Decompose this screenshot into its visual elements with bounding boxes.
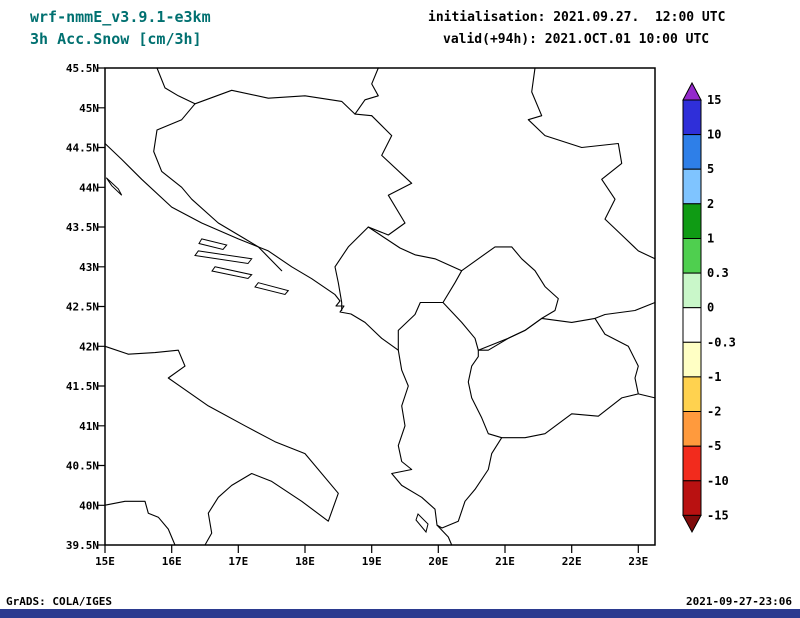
island-corfu bbox=[415, 513, 429, 534]
lat-tick-label: 44.5N bbox=[66, 142, 99, 155]
border-bulgaria-greece bbox=[637, 393, 656, 399]
island-mljet bbox=[254, 282, 290, 296]
border-montenegro-albania bbox=[397, 301, 444, 351]
lon-tick-label: 16E bbox=[162, 555, 182, 568]
colorbar-label: 1 bbox=[707, 232, 714, 246]
lat-tick-label: 42N bbox=[79, 340, 99, 353]
colorbar-segment bbox=[682, 307, 702, 343]
colorbar-label: -0.3 bbox=[707, 335, 736, 349]
coastline-italy-west bbox=[104, 500, 176, 546]
colorbar-label: -10 bbox=[707, 474, 729, 488]
lat-tick-label: 45N bbox=[79, 102, 99, 115]
border-bosnia-serbia-drina bbox=[334, 115, 413, 312]
lat-tick-label: 40N bbox=[79, 499, 99, 512]
lon-tick-label: 22E bbox=[562, 555, 582, 568]
colorbar-label: -1 bbox=[707, 370, 721, 384]
lat-tick-label: 43N bbox=[79, 261, 99, 274]
initialisation-time: initialisation: 2021.09.27. 12:00 UTC bbox=[428, 10, 726, 25]
border-serbia-bulgaria-south bbox=[594, 301, 656, 319]
colorbar-segment bbox=[682, 203, 702, 240]
lat-tick-label: 41N bbox=[79, 420, 99, 433]
valid-time: valid(+94h): 2021.OCT.01 10:00 UTC bbox=[443, 32, 710, 47]
coastline-east-adriatic bbox=[104, 142, 453, 546]
lon-tick-label: 20E bbox=[428, 555, 448, 568]
lat-tick-label: 45.5N bbox=[66, 62, 99, 75]
island-dugi-otok bbox=[105, 177, 123, 196]
colorbar-arrow-down bbox=[682, 514, 702, 534]
colorbar-segment bbox=[682, 238, 702, 274]
lat-tick-label: 39.5N bbox=[66, 539, 99, 552]
lat-tick-label: 40.5N bbox=[66, 460, 99, 473]
model-title: wrf-nmmE_v3.9.1-e3km bbox=[30, 8, 211, 26]
creation-timestamp: 2021-09-27-23:06 bbox=[686, 595, 792, 608]
colorbar-segment bbox=[682, 168, 702, 205]
colorbar-segment bbox=[682, 134, 702, 170]
colorbar-label: -15 bbox=[707, 508, 729, 522]
lon-tick-label: 19E bbox=[362, 555, 382, 568]
border-albania-greece bbox=[436, 437, 503, 529]
colorbar-segment bbox=[682, 445, 702, 482]
colorbar-segment bbox=[682, 99, 702, 136]
colorbar-label: 0.3 bbox=[707, 266, 729, 280]
border-north-macedonia bbox=[467, 317, 639, 439]
colorbar-segment bbox=[682, 480, 702, 516]
colorbar-segment bbox=[682, 411, 702, 447]
lat-tick-label: 44N bbox=[79, 181, 99, 194]
colorbar: 15 10 5 2 1 0.3 0 -0.3 -1 -2 -5 -10 -15 bbox=[682, 81, 736, 534]
coastlines bbox=[104, 142, 453, 546]
colorbar-label: 2 bbox=[707, 197, 714, 211]
coastline-italy-adriatic bbox=[104, 345, 339, 546]
island-brac bbox=[198, 238, 228, 251]
border-serbia-montenegro bbox=[367, 226, 463, 272]
y-axis-ticks bbox=[97, 67, 105, 546]
colorbar-label: 15 bbox=[707, 93, 721, 107]
colorbar-segment bbox=[682, 341, 702, 378]
lon-tick-label: 18E bbox=[295, 555, 315, 568]
lon-tick-label: 21E bbox=[495, 555, 515, 568]
colorbar-segment bbox=[682, 376, 702, 412]
lat-tick-label: 41.5N bbox=[66, 380, 99, 393]
colorbar-label: -5 bbox=[707, 439, 721, 453]
colorbar-arrow-up bbox=[682, 81, 702, 101]
border-croatia-bosnia-west bbox=[153, 67, 283, 272]
border-kosovo bbox=[442, 246, 559, 351]
y-axis-labels: 45.5N 45N 44.5N 44N 43.5N 43N 42.5N 42N … bbox=[66, 62, 99, 552]
x-axis-labels: 15E 16E 17E 18E 19E 20E 21E 22E 23E bbox=[95, 555, 648, 568]
colorbar-label: -2 bbox=[707, 405, 721, 419]
border-croatia-serbia bbox=[354, 67, 379, 115]
colorbar-labels: 15 10 5 2 1 0.3 0 -0.3 -1 -2 -5 -10 -15 bbox=[707, 93, 736, 522]
colorbar-label: 5 bbox=[707, 162, 714, 176]
lon-tick-label: 23E bbox=[628, 555, 648, 568]
colorbar-label: 0 bbox=[707, 301, 714, 315]
lon-tick-label: 17E bbox=[228, 555, 248, 568]
border-bosnia-north bbox=[194, 89, 373, 117]
border-serbia-romania-bulgaria bbox=[527, 67, 656, 260]
colorbar-segment bbox=[682, 272, 702, 309]
variable-title: 3h Acc.Snow [cm/3h] bbox=[30, 30, 202, 48]
island-korcula bbox=[211, 266, 253, 280]
lat-tick-label: 43.5N bbox=[66, 221, 99, 234]
colorbar-label: 10 bbox=[707, 128, 721, 142]
island-hvar bbox=[194, 250, 253, 265]
grads-credit: GrADS: COLA/IGES bbox=[6, 595, 112, 608]
bottom-bar bbox=[0, 609, 800, 618]
map-frame bbox=[104, 67, 656, 546]
lat-tick-label: 42.5N bbox=[66, 301, 99, 314]
lon-tick-label: 15E bbox=[95, 555, 115, 568]
x-axis-ticks bbox=[104, 545, 639, 553]
country-borders bbox=[153, 67, 656, 529]
